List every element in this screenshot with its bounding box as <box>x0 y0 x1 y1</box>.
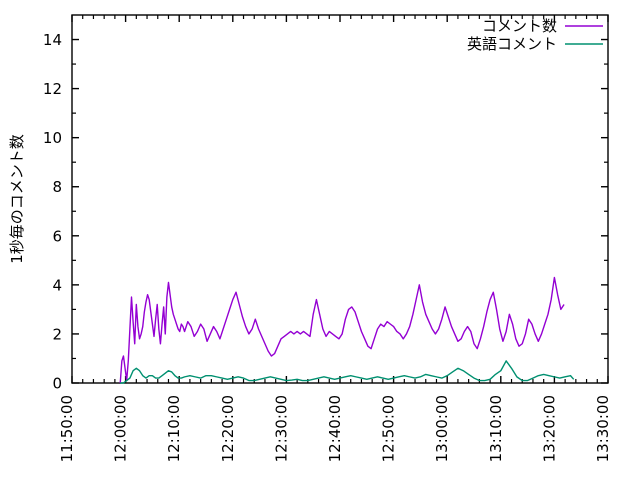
series-line-1 <box>119 276 565 384</box>
x-tick-label: 12:30:00 <box>272 395 290 462</box>
x-tick-label: 12:20:00 <box>219 395 237 462</box>
y-axis-title: 1秒毎のコメント数 <box>8 134 26 264</box>
x-tick-label: 13:10:00 <box>487 395 505 462</box>
y-tick-label: 12 <box>43 80 62 98</box>
x-tick-label: 12:40:00 <box>326 395 344 462</box>
y-tick-label: 14 <box>43 31 62 49</box>
y-tick-label: 8 <box>52 178 62 196</box>
y-tick-label: 10 <box>43 129 62 147</box>
y-tick-label: 0 <box>52 375 62 393</box>
legend-label-2: 英語コメント <box>467 35 557 53</box>
x-tick-label: 13:20:00 <box>540 395 558 462</box>
legend-label-1: コメント数 <box>482 17 557 35</box>
y-tick-label: 4 <box>52 276 62 294</box>
x-tick-label: 12:00:00 <box>112 395 130 462</box>
x-tick-label: 13:00:00 <box>433 395 451 462</box>
y-tick-label: 2 <box>52 325 62 343</box>
series-line-2 <box>120 360 575 384</box>
x-tick-label: 12:10:00 <box>165 395 183 462</box>
y-tick-label: 6 <box>52 227 62 245</box>
x-tick-label: 13:30:00 <box>594 395 612 462</box>
x-tick-label: 12:50:00 <box>380 395 398 462</box>
x-tick-label: 11:50:00 <box>58 395 76 462</box>
